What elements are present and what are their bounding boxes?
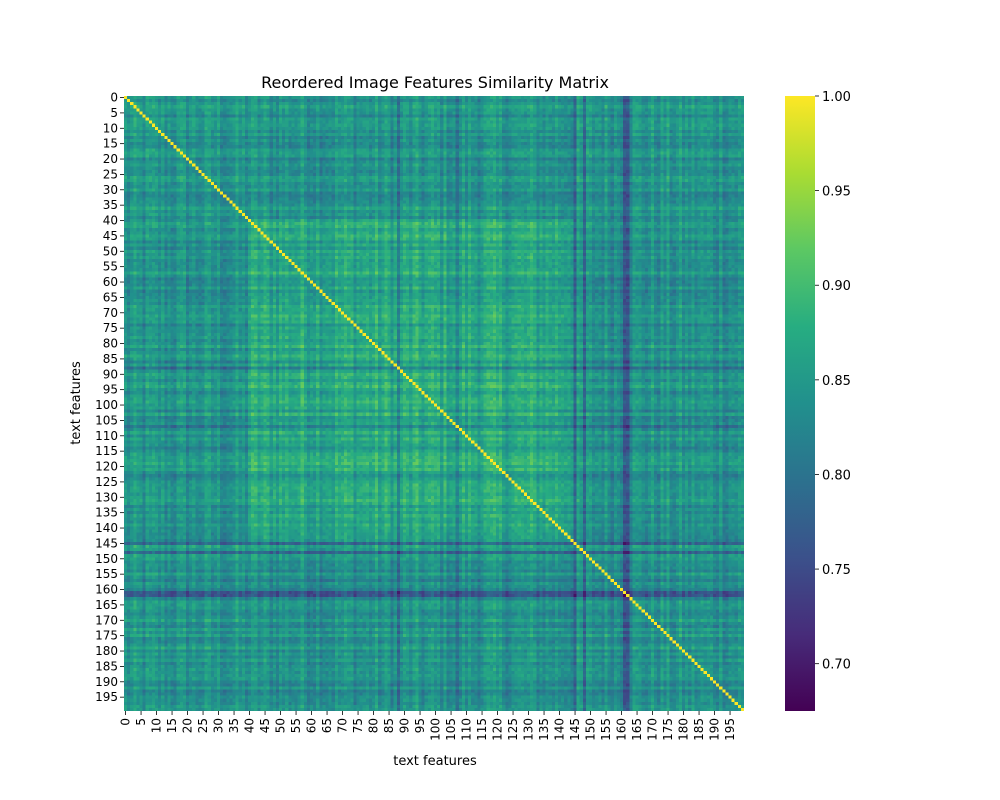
y-tick-label: 180 xyxy=(95,644,118,658)
x-tick-label: 90 xyxy=(398,718,412,733)
colorbar-tick-label: 0.95 xyxy=(822,185,851,200)
y-tick-label: 185 xyxy=(95,659,118,673)
x-tick-label: 35 xyxy=(227,718,241,733)
y-tick-label: 130 xyxy=(95,490,118,504)
chart-title: Reordered Image Features Similarity Matr… xyxy=(261,73,609,92)
x-tick-label: 25 xyxy=(196,718,210,733)
y-tick-label: 75 xyxy=(103,321,118,335)
y-axis-ticks: 0510152025303540455055606570758085909510… xyxy=(95,91,124,704)
y-tick-label: 60 xyxy=(103,275,118,289)
x-tick-label: 20 xyxy=(181,718,195,733)
y-tick-label: 100 xyxy=(95,398,118,412)
x-tick-label: 170 xyxy=(646,718,660,741)
y-tick-label: 40 xyxy=(103,214,118,228)
x-tick-label: 30 xyxy=(212,718,226,733)
y-tick-label: 145 xyxy=(95,536,118,550)
y-tick-label: 190 xyxy=(95,675,118,689)
x-tick-label: 150 xyxy=(584,718,598,741)
x-tick-label: 125 xyxy=(506,718,520,741)
y-tick-label: 140 xyxy=(95,521,118,535)
x-tick-label: 110 xyxy=(460,718,474,741)
y-tick-label: 150 xyxy=(95,552,118,566)
x-tick-label: 70 xyxy=(336,718,350,733)
x-tick-label: 15 xyxy=(165,718,179,733)
x-tick-label: 5 xyxy=(134,718,148,726)
x-tick-label: 100 xyxy=(429,718,443,741)
y-tick-label: 125 xyxy=(95,475,118,489)
colorbar-ticks: 0.70 0.75 0.80 0.85 0.90 0.95 1.00 xyxy=(815,90,851,673)
heatmap-cells xyxy=(124,96,744,711)
y-tick-label: 55 xyxy=(103,260,118,274)
x-tick-label: 140 xyxy=(553,718,567,741)
x-tick-label: 190 xyxy=(708,718,722,741)
y-tick-label: 160 xyxy=(95,583,118,597)
y-tick-label: 10 xyxy=(103,121,118,135)
x-tick-label: 185 xyxy=(692,718,706,741)
heatmap-image xyxy=(124,96,744,711)
y-tick-label: 5 xyxy=(110,106,118,120)
y-tick-label: 165 xyxy=(95,598,118,612)
y-tick-label: 65 xyxy=(103,290,118,304)
colorbar-tick-label: 0.80 xyxy=(822,468,851,483)
x-tick-label: 120 xyxy=(491,718,505,741)
y-tick-label: 170 xyxy=(95,613,118,627)
x-tick-label: 180 xyxy=(677,718,691,741)
colorbar-tick-label: 1.00 xyxy=(822,90,851,105)
y-tick-label: 30 xyxy=(103,183,118,197)
y-tick-label: 15 xyxy=(103,137,118,151)
y-tick-label: 175 xyxy=(95,629,118,643)
x-axis-label: text features xyxy=(393,754,477,769)
y-tick-label: 25 xyxy=(103,167,118,181)
x-tick-label: 45 xyxy=(258,718,272,733)
x-tick-label: 105 xyxy=(444,718,458,741)
x-tick-label: 80 xyxy=(367,718,381,733)
y-tick-label: 195 xyxy=(95,690,118,704)
x-tick-label: 130 xyxy=(522,718,536,741)
y-tick-label: 50 xyxy=(103,244,118,258)
y-axis-label: text features xyxy=(69,361,84,445)
x-tick-label: 55 xyxy=(289,718,303,733)
x-tick-label: 165 xyxy=(630,718,644,741)
y-tick-label: 120 xyxy=(95,460,118,474)
y-tick-label: 155 xyxy=(95,567,118,581)
x-tick-label: 65 xyxy=(320,718,334,733)
y-tick-label: 85 xyxy=(103,352,118,366)
y-tick-label: 35 xyxy=(103,198,118,212)
y-tick-label: 110 xyxy=(95,429,118,443)
y-tick-label: 0 xyxy=(110,91,118,105)
y-tick-label: 70 xyxy=(103,306,118,320)
colorbar-tick-label: 0.75 xyxy=(822,563,851,578)
x-tick-label: 10 xyxy=(150,718,164,733)
x-tick-label: 155 xyxy=(599,718,613,741)
y-tick-label: 105 xyxy=(95,413,118,427)
colorbar xyxy=(785,96,815,711)
colorbar-tick-label: 0.85 xyxy=(822,374,851,389)
y-tick-label: 115 xyxy=(95,444,118,458)
y-tick-label: 90 xyxy=(103,367,118,381)
x-tick-label: 115 xyxy=(475,718,489,741)
y-tick-label: 95 xyxy=(103,383,118,397)
x-tick-label: 40 xyxy=(243,718,257,733)
x-tick-label: 135 xyxy=(537,718,551,741)
x-tick-label: 85 xyxy=(382,718,396,733)
y-tick-label: 80 xyxy=(103,337,118,351)
x-tick-label: 95 xyxy=(413,718,427,733)
y-tick-label: 135 xyxy=(95,506,118,520)
colorbar-tick-label: 0.70 xyxy=(822,658,851,673)
x-tick-label: 195 xyxy=(723,718,737,741)
y-tick-label: 20 xyxy=(103,152,118,166)
x-axis-ticks: 0 5 10 15 20 25 30 35 40 45 50 55 60 65 70 75 80 85 90 95 10… xyxy=(119,711,737,741)
x-tick-label: 175 xyxy=(661,718,675,741)
colorbar-tick-label: 0.90 xyxy=(822,279,851,294)
x-tick-label: 75 xyxy=(351,718,365,733)
x-tick-label: 145 xyxy=(568,718,582,741)
x-tick-label: 60 xyxy=(305,718,319,733)
x-tick-label: 50 xyxy=(274,718,288,733)
y-tick-label: 45 xyxy=(103,229,118,243)
x-tick-label: 0 xyxy=(119,718,133,726)
x-tick-label: 160 xyxy=(615,718,629,741)
